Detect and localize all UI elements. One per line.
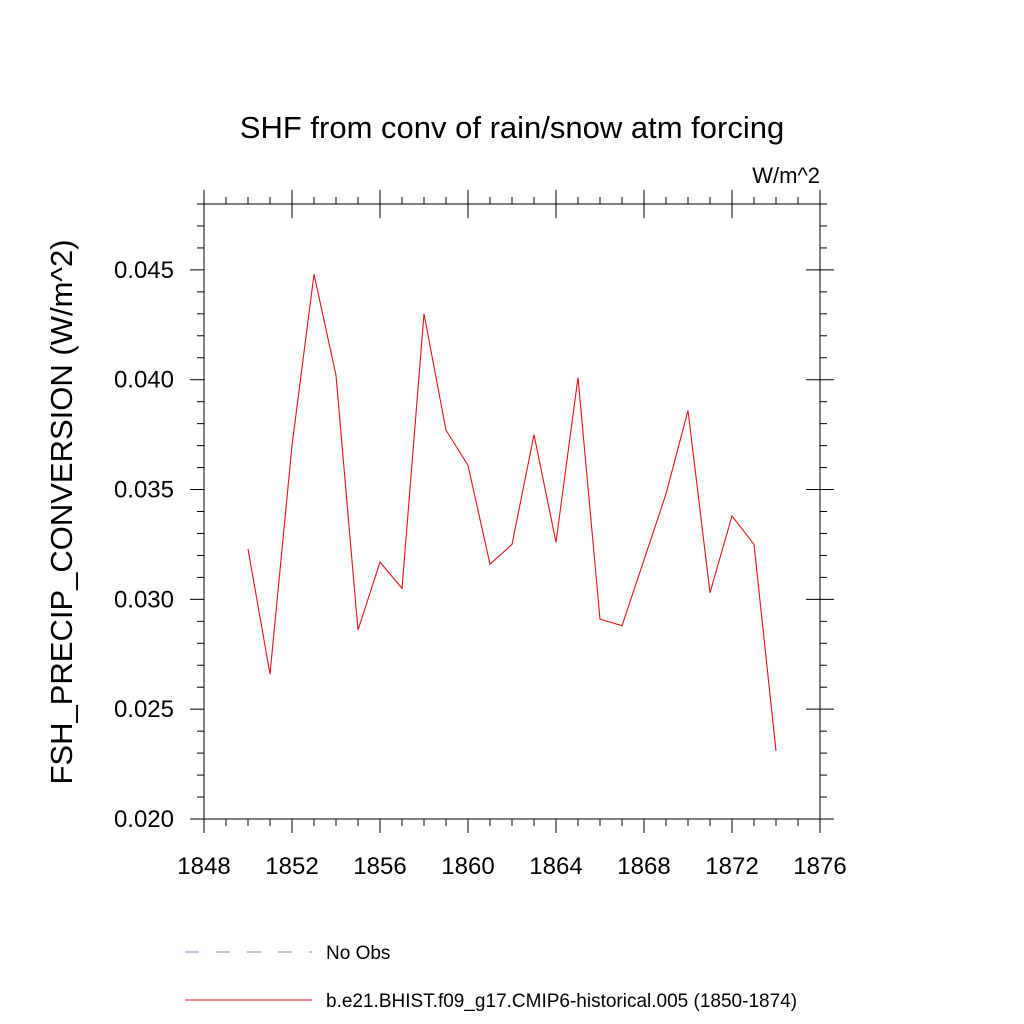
plot-frame (203, 203, 821, 820)
x-tick-label: 1876 (793, 853, 846, 880)
y-tick-label: 0.030 (114, 586, 174, 613)
y-tick-label: 0.035 (114, 477, 174, 504)
units-label: W/m^2 (752, 163, 820, 188)
x-tick-label: 1856 (353, 853, 406, 880)
legend-label-0: No Obs (326, 943, 390, 964)
axis-ticks (190, 190, 834, 833)
x-tick-label: 1860 (441, 853, 494, 880)
y-axis-label: FSH_PRECIP_CONVERSION (W/m^2) (44, 239, 79, 784)
x-tick-label: 1848 (177, 853, 230, 880)
y-tick-label: 0.020 (114, 806, 174, 833)
y-tick-label: 0.025 (114, 696, 174, 723)
series-line-0 (247, 274, 777, 751)
x-tick-label: 1868 (617, 853, 670, 880)
y-tick-label: 0.040 (114, 367, 174, 394)
x-tick-label: 1864 (529, 853, 582, 880)
x-tick-label: 1852 (265, 853, 318, 880)
y-tick-label: 0.045 (114, 257, 174, 284)
legend-label-1: b.e21.BHIST.f09_g17.CMIP6-historical.005… (326, 991, 797, 1012)
chart-title: SHF from conv of rain/snow atm forcing (240, 110, 784, 145)
x-tick-label: 1872 (705, 853, 758, 880)
series-group (247, 274, 777, 751)
legend: No Obs b.e21.BHIST.f09_g17.CMIP6-historic… (185, 943, 797, 1012)
axis-tick-labels: 1848 1852 1856 1860 1864 1868 1872 1876 0.020 0.0… (114, 257, 847, 880)
